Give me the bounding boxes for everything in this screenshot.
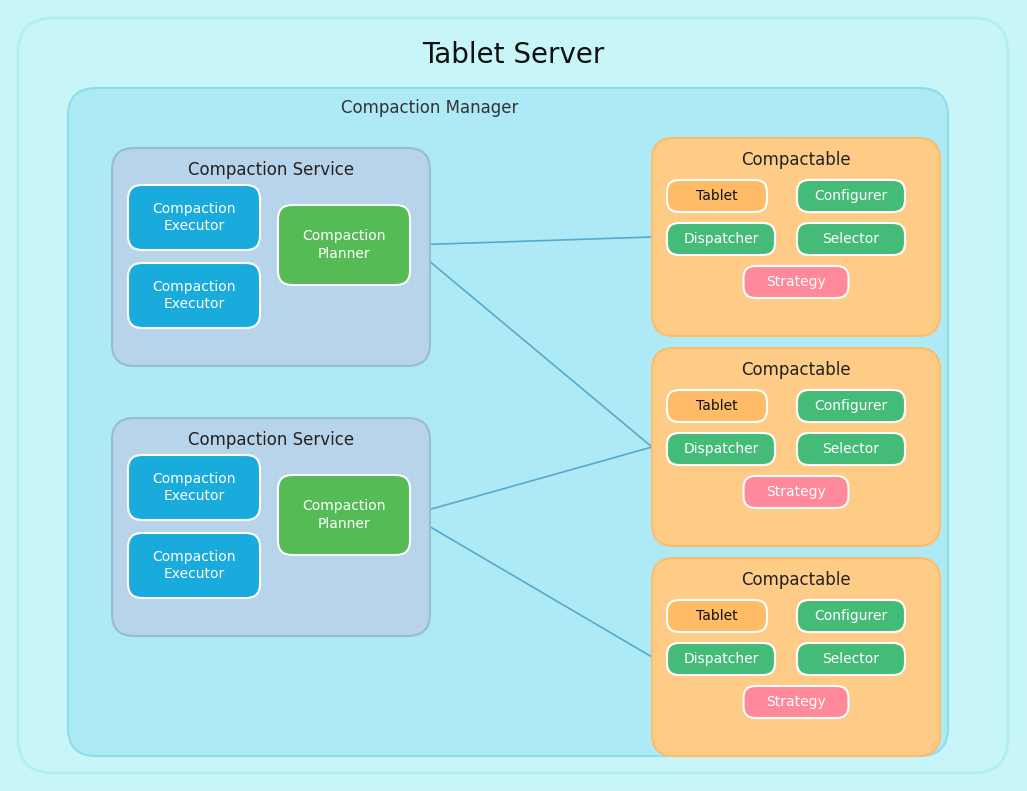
Text: Compaction
Executor: Compaction Executor [152,280,236,311]
FancyBboxPatch shape [652,138,940,336]
Text: Compaction
Executor: Compaction Executor [152,472,236,503]
Text: Dispatcher: Dispatcher [683,232,759,246]
Text: Compaction Manager: Compaction Manager [341,99,519,117]
Text: Compaction
Executor: Compaction Executor [152,202,236,233]
Text: Dispatcher: Dispatcher [683,442,759,456]
Text: Compaction
Planner: Compaction Planner [302,499,386,531]
Text: Selector: Selector [823,652,879,666]
Text: Configurer: Configurer [814,189,887,203]
FancyBboxPatch shape [652,348,940,546]
Text: Strategy: Strategy [766,485,826,499]
FancyBboxPatch shape [112,148,430,366]
FancyBboxPatch shape [667,390,767,422]
Text: Tablet: Tablet [696,609,737,623]
FancyBboxPatch shape [797,600,905,632]
FancyBboxPatch shape [667,433,775,465]
FancyBboxPatch shape [112,418,430,636]
Text: Compaction
Executor: Compaction Executor [152,550,236,581]
Text: Compaction Service: Compaction Service [188,431,354,449]
FancyBboxPatch shape [652,558,940,756]
Text: Configurer: Configurer [814,609,887,623]
FancyBboxPatch shape [744,686,848,718]
Text: Compactable: Compactable [741,151,850,169]
FancyBboxPatch shape [18,18,1007,773]
FancyBboxPatch shape [797,180,905,212]
FancyBboxPatch shape [128,455,260,520]
Text: Compactable: Compactable [741,571,850,589]
FancyBboxPatch shape [128,185,260,250]
Text: Selector: Selector [823,442,879,456]
FancyBboxPatch shape [128,263,260,328]
FancyBboxPatch shape [667,643,775,675]
Text: Compactable: Compactable [741,361,850,379]
FancyBboxPatch shape [797,223,905,255]
FancyBboxPatch shape [797,433,905,465]
FancyBboxPatch shape [667,223,775,255]
FancyBboxPatch shape [278,205,410,285]
Text: Dispatcher: Dispatcher [683,652,759,666]
Text: Compaction
Planner: Compaction Planner [302,229,386,261]
FancyBboxPatch shape [278,475,410,555]
Text: Tablet: Tablet [696,189,737,203]
FancyBboxPatch shape [797,390,905,422]
FancyBboxPatch shape [667,180,767,212]
FancyBboxPatch shape [744,266,848,298]
Text: Strategy: Strategy [766,695,826,709]
FancyBboxPatch shape [667,600,767,632]
Text: Strategy: Strategy [766,275,826,289]
FancyBboxPatch shape [744,476,848,508]
FancyBboxPatch shape [68,88,948,756]
Text: Configurer: Configurer [814,399,887,413]
Text: Tablet Server: Tablet Server [422,41,604,69]
FancyBboxPatch shape [128,533,260,598]
Text: Tablet: Tablet [696,399,737,413]
Text: Selector: Selector [823,232,879,246]
FancyBboxPatch shape [797,643,905,675]
Text: Compaction Service: Compaction Service [188,161,354,179]
